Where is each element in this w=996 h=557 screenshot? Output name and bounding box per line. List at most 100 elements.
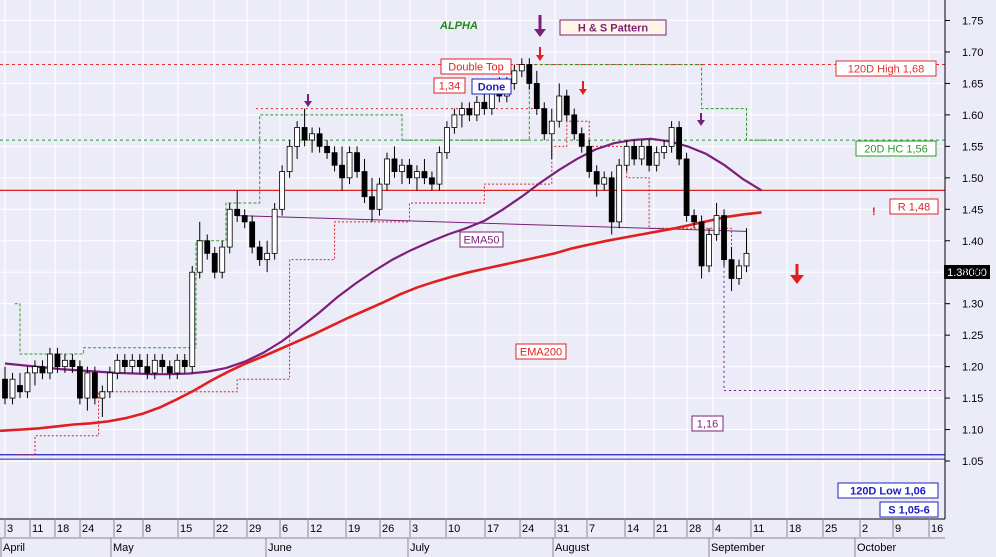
candle: [646, 140, 653, 172]
plot-background: [0, 0, 945, 519]
candle-body: [586, 145, 593, 172]
candle: [466, 102, 473, 122]
candle: [271, 202, 278, 260]
y-tick-label: 1.75: [962, 16, 983, 28]
candle: [391, 146, 398, 178]
candle-body: [354, 152, 360, 172]
right-shoulder-arrow: [697, 113, 705, 126]
y-tick-label: 1.70: [962, 47, 983, 59]
y-tick-label: 1.25: [962, 330, 983, 342]
double-top-value-label-box: [433, 77, 466, 94]
month-label: October: [857, 542, 896, 554]
x-tick-label: 29: [249, 523, 261, 535]
candle-body: [518, 64, 525, 72]
x-tick-label: 25: [825, 523, 837, 535]
candle-body: [47, 353, 53, 374]
candle-body: [638, 145, 645, 160]
candle-body: [571, 114, 578, 135]
candle-body: [721, 215, 727, 261]
candle: [151, 354, 158, 380]
ema200-label-box: [515, 343, 567, 360]
candle-body: [563, 95, 570, 116]
x-tick-label: 4: [715, 523, 721, 535]
candle-body: [219, 246, 226, 273]
ema50-line: [4, 137, 763, 376]
candle-body: [309, 133, 315, 141]
candle-body: [444, 127, 450, 154]
candle-body: [646, 145, 653, 166]
candle-body: [376, 183, 383, 210]
neckline: [237, 215, 747, 232]
candle-body: [451, 114, 458, 128]
x-tick-label: 2: [116, 523, 122, 535]
candle: [91, 366, 98, 405]
candle: [399, 158, 405, 185]
candle-body: [166, 366, 173, 374]
y-tick-label: 1.50: [962, 173, 983, 185]
done-label: Done: [471, 78, 512, 95]
support-label-text: S 1,05-6: [888, 505, 930, 517]
x-tick-label: 14: [627, 523, 639, 535]
candle-body: [204, 240, 211, 254]
ema200-line: [0, 211, 762, 433]
candle-body: [691, 215, 697, 223]
candle-body: [728, 259, 735, 279]
candle: [69, 354, 76, 373]
candle: [286, 140, 293, 178]
candle: [32, 360, 38, 386]
last-price-box: [944, 265, 990, 279]
month-label: May: [113, 542, 134, 554]
y-tick-label: 1.35: [962, 267, 983, 279]
low-20d-step-line: [14, 120, 732, 456]
hc-20d-label: 20D HC 1,56: [855, 140, 937, 157]
double-top-value-label: 1,34: [433, 77, 466, 94]
x-tick-label: 15: [180, 523, 192, 535]
candle: [316, 127, 323, 153]
candle-body: [676, 127, 682, 160]
resistance-label-box: [889, 198, 939, 215]
candle: [586, 140, 593, 178]
high-120d-label-box: [835, 60, 937, 77]
down-arrow-head: [790, 275, 804, 284]
candle-body: [32, 366, 38, 374]
resistance-label: R 1,48: [889, 198, 939, 215]
candle: [601, 171, 608, 191]
candle: [9, 372, 16, 405]
candle-body: [294, 127, 301, 147]
month-label: July: [410, 542, 430, 554]
candle-body: [174, 359, 181, 374]
double-top-label-box: [440, 58, 512, 75]
candle: [219, 240, 226, 279]
candle: [698, 215, 705, 279]
candle-body: [136, 359, 143, 368]
candle-body: [601, 177, 608, 185]
candle: [39, 360, 46, 380]
left-shoulder-arrow: [304, 94, 312, 107]
candle-body: [69, 359, 76, 368]
y-tick-label: 1.60: [962, 110, 983, 122]
hc-20d-label-text: 20D HC 1,56: [864, 144, 928, 156]
candle: [668, 121, 675, 153]
candle-body: [256, 246, 263, 261]
target-label-box: [691, 415, 724, 432]
candle: [47, 347, 53, 380]
candle: [241, 209, 248, 229]
candle: [406, 158, 413, 185]
warning-exclamation: !: [872, 206, 876, 218]
low-120d-label-text: 120D Low 1,06: [850, 486, 926, 498]
candle-body: [234, 208, 241, 216]
x-tick-label: 24: [522, 523, 534, 535]
candle: [174, 354, 181, 380]
candle: [706, 228, 712, 273]
top-arrow-1: [536, 47, 544, 61]
candle-body: [129, 359, 136, 368]
candle-body: [62, 359, 68, 368]
candle-body: [9, 378, 16, 399]
candle: [114, 354, 121, 380]
ema-lines: [0, 137, 763, 433]
y-tick-label: 1.10: [962, 425, 983, 437]
candle-body: [324, 145, 330, 154]
month-label: April: [3, 542, 25, 554]
x-tick-label: 21: [656, 523, 668, 535]
